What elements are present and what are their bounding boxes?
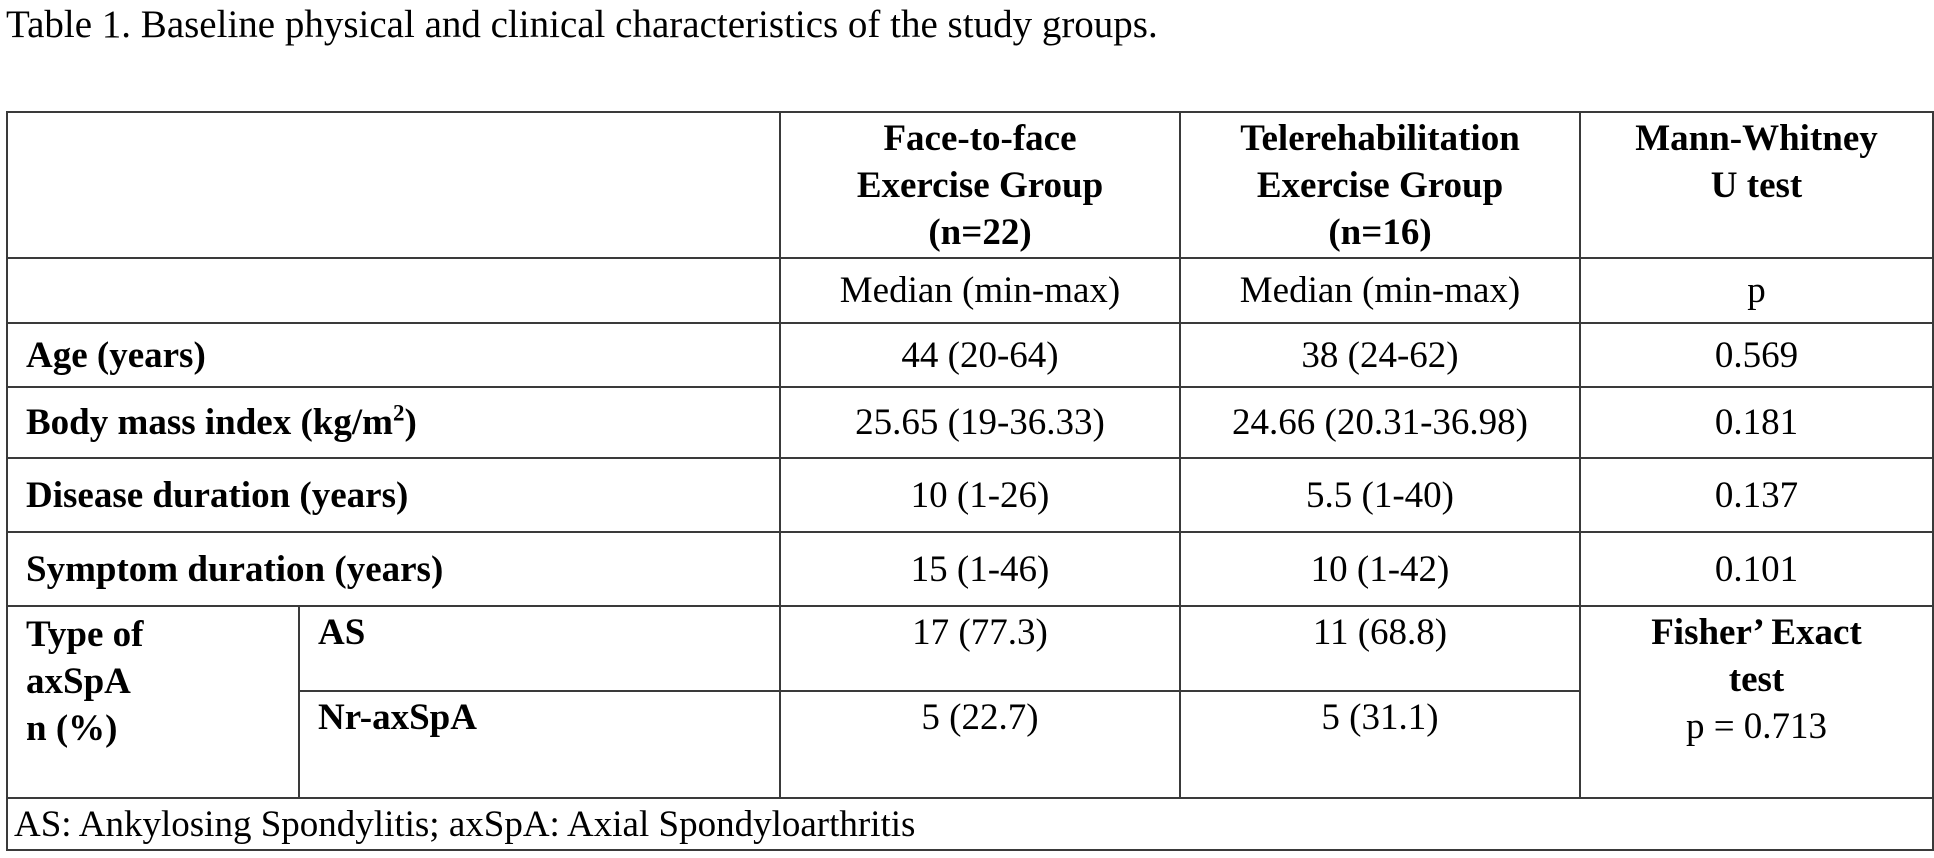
header-face-line3: (n=22) — [928, 211, 1032, 253]
table-row: Body mass index (kg/m2) 25.65 (19-36.33)… — [6, 386, 1934, 459]
cell-symptom-tele: 10 (1-42) — [1179, 531, 1581, 607]
header-tele-line1: Telerehabilitation — [1240, 117, 1520, 159]
header-mw-line1: Mann-Whitney — [1635, 118, 1878, 159]
row-label-age: Age (years) — [6, 322, 781, 388]
row-label-as: AS — [298, 605, 781, 692]
header-tele-line3: (n=16) — [1328, 211, 1432, 253]
cell-bmi-face: 25.65 (19-36.33) — [779, 386, 1181, 459]
fisher-line2: test — [1728, 659, 1785, 700]
bmi-label-text: Body mass index (kg/m — [26, 402, 393, 443]
cell-as-tele: 11 (68.8) — [1179, 605, 1581, 692]
header-tele-line2: Exercise Group — [1256, 164, 1504, 206]
subheader-face: Median (min-max) — [779, 257, 1181, 324]
type-label-line2: axSpA — [26, 661, 131, 702]
cell-age-face: 44 (20-64) — [779, 322, 1181, 388]
row-label-disease-duration: Disease duration (years) — [6, 457, 781, 533]
cell-symptom-face: 15 (1-46) — [779, 531, 1181, 607]
cell-bmi-tele: 24.66 (20.31-36.98) — [1179, 386, 1581, 459]
bmi-label-end: ) — [404, 402, 417, 443]
subheader-p: p — [1579, 257, 1934, 324]
header-row: Face-to-face Exercise Group (n=22) Teler… — [6, 111, 1934, 259]
header-face-line2: Exercise Group — [856, 164, 1104, 206]
table-row: Type of axSpA n (%) AS 17 (77.3) 11 (68.… — [6, 605, 1934, 799]
cell-disease-face: 10 (1-26) — [779, 457, 1181, 533]
header-empty-cell — [6, 111, 781, 259]
type-label-line3: n (%) — [26, 708, 118, 749]
cell-bmi-p: 0.181 — [1579, 386, 1934, 459]
table-row: Age (years) 44 (20-64) 38 (24-62) 0.569 — [6, 322, 1934, 388]
cell-disease-tele: 5.5 (1-40) — [1179, 457, 1581, 533]
header-mann-whitney: Mann-Whitney U test — [1579, 111, 1934, 259]
cell-nr-face: 5 (22.7) — [779, 690, 1181, 799]
subheader-row: Median (min-max) Median (min-max) p — [6, 257, 1934, 324]
footnote-row: AS: Ankylosing Spondylitis; axSpA: Axial… — [6, 797, 1934, 851]
cell-nr-tele: 5 (31.1) — [1179, 690, 1581, 799]
table-row: Nr-axSpA 5 (22.7) 5 (31.1) — [7, 690, 1933, 799]
cell-age-tele: 38 (24-62) — [1179, 322, 1581, 388]
fisher-exact-test-cell: Fisher’ Exact test p = 0.713 — [1579, 605, 1934, 799]
baseline-characteristics-table: Face-to-face Exercise Group (n=22) Teler… — [6, 111, 1934, 851]
subheader-tele: Median (min-max) — [1179, 257, 1581, 324]
row-label-symptom-duration: Symptom duration (years) — [6, 531, 781, 607]
cell-disease-p: 0.137 — [1579, 457, 1934, 533]
table-row: Disease duration (years) 10 (1-26) 5.5 (… — [6, 457, 1934, 533]
cell-as-face: 17 (77.3) — [779, 605, 1181, 692]
header-face-to-face: Face-to-face Exercise Group (n=22) — [779, 111, 1181, 259]
type-of-axspa-label: Type of axSpA n (%) — [6, 605, 300, 799]
type-label-line1: Type of — [26, 614, 144, 655]
cell-age-p: 0.569 — [1579, 322, 1934, 388]
cell-symptom-p: 0.101 — [1579, 531, 1934, 607]
fisher-line1: Fisher’ Exact — [1651, 612, 1862, 653]
subheader-empty-cell — [6, 257, 781, 324]
header-mw-line2: U test — [1710, 165, 1803, 206]
header-face-line1: Face-to-face — [883, 117, 1077, 159]
table-caption: Table 1. Baseline physical and clinical … — [6, 3, 1158, 46]
table-footnote: AS: Ankylosing Spondylitis; axSpA: Axial… — [6, 797, 1934, 851]
table-row: Symptom duration (years) 15 (1-46) 10 (1… — [6, 531, 1934, 607]
header-telerehabilitation: Telerehabilitation Exercise Group (n=16) — [1179, 111, 1581, 259]
row-label-nr-axspa: Nr-axSpA — [298, 690, 781, 799]
bmi-label-superscript: 2 — [392, 400, 405, 426]
fisher-p-value: p = 0.713 — [1685, 706, 1828, 747]
row-label-bmi: Body mass index (kg/m2) — [6, 386, 781, 459]
